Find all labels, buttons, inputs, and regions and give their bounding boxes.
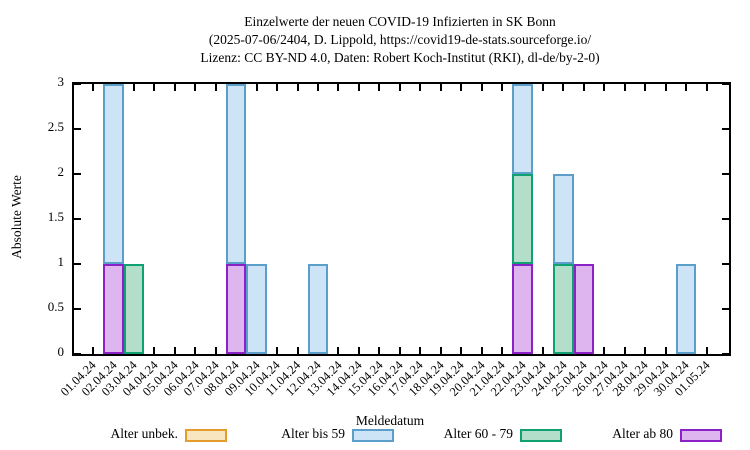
x-tick-mark-top xyxy=(623,84,626,91)
y-tick-mark xyxy=(74,128,81,130)
x-tick-mark-top xyxy=(480,84,483,91)
x-tick-mark-top xyxy=(398,84,401,91)
bar-segment xyxy=(553,174,574,264)
x-tick-mark-top xyxy=(562,84,565,91)
x-tick-mark-top xyxy=(705,84,708,91)
x-tick-mark-top xyxy=(132,84,135,91)
y-tick-label: 0.5 xyxy=(47,299,64,314)
x-tick-mark xyxy=(173,347,176,354)
legend-swatch xyxy=(352,429,394,442)
y-tick-mark-right xyxy=(722,128,729,130)
x-tick-mark xyxy=(378,347,381,354)
y-tick-mark xyxy=(74,218,81,220)
x-tick-mark-top xyxy=(603,84,606,91)
y-tick-mark xyxy=(74,308,81,310)
legend-label: Alter 60 - 79 xyxy=(443,426,513,441)
plot-area xyxy=(72,82,731,356)
bar-segment xyxy=(225,84,247,264)
y-tick-label: 1 xyxy=(57,254,65,269)
chart-title-line-1: Einzelwerte der neuen COVID-19 Infiziert… xyxy=(244,14,556,29)
x-tick-mark xyxy=(644,347,647,354)
x-tick-mark-top xyxy=(173,84,176,91)
y-tick-mark xyxy=(74,353,81,355)
x-tick-mark xyxy=(337,347,340,354)
y-tick-mark-right xyxy=(722,308,729,310)
y-tick-mark-right xyxy=(722,353,729,355)
y-tick-label: 0 xyxy=(57,344,65,359)
x-tick-mark-top xyxy=(296,84,299,91)
x-tick-mark-top xyxy=(92,84,94,91)
chart-title-line-3: Lizenz: CC BY-ND 4.0, Daten: Robert Koch… xyxy=(200,50,600,65)
bar-segment xyxy=(573,264,594,354)
x-tick-mark-top xyxy=(582,84,585,91)
bar-segment xyxy=(553,264,574,354)
x-tick-mark xyxy=(419,347,422,354)
x-tick-mark xyxy=(460,347,463,354)
legend-label: Alter unbek. xyxy=(110,426,178,441)
x-tick-mark xyxy=(439,347,442,354)
x-tick-mark-top xyxy=(378,84,381,91)
bar-segment xyxy=(103,84,124,264)
y-tick-mark-right xyxy=(722,263,729,265)
x-tick-mark-top xyxy=(153,84,156,91)
x-tick-mark xyxy=(480,347,483,354)
y-tick-label: 3 xyxy=(57,74,65,89)
y-tick-label: 1.5 xyxy=(47,209,64,224)
x-tick-mark xyxy=(194,347,197,354)
x-tick-mark-top xyxy=(439,84,442,91)
x-tick-mark-top xyxy=(316,84,319,91)
x-tick-mark-top xyxy=(255,84,258,91)
x-tick-mark-top xyxy=(194,84,197,91)
y-tick-label: 2 xyxy=(57,164,65,179)
x-tick-mark xyxy=(705,347,708,354)
x-tick-mark xyxy=(153,347,156,354)
y-tick-mark xyxy=(74,173,81,175)
x-tick-mark xyxy=(501,347,503,354)
bar-segment xyxy=(512,264,533,354)
x-tick-mark-top xyxy=(337,84,340,91)
x-tick-mark xyxy=(296,347,299,354)
y-tick-mark-right xyxy=(722,173,729,175)
legend-label: Alter ab 80 xyxy=(612,426,673,441)
bar-segment xyxy=(103,264,124,354)
x-tick-mark-top xyxy=(214,84,217,91)
x-tick-mark-top xyxy=(501,84,503,91)
y-tick-mark-right xyxy=(722,83,729,85)
legend-label: Alter bis 59 xyxy=(281,426,345,441)
bar-segment xyxy=(123,264,145,354)
x-tick-mark-top xyxy=(541,84,544,91)
legend-swatch xyxy=(185,429,227,442)
bar-segment xyxy=(307,264,329,354)
x-tick-mark-top xyxy=(419,84,422,91)
x-tick-mark xyxy=(603,347,606,354)
x-tick-mark xyxy=(623,347,626,354)
x-tick-mark xyxy=(214,347,217,354)
x-tick-mark xyxy=(276,347,279,354)
x-tick-mark-top xyxy=(357,84,360,91)
x-tick-mark xyxy=(357,347,360,354)
x-tick-mark-top xyxy=(276,84,279,91)
bar-segment xyxy=(512,174,533,264)
bar-segment xyxy=(675,264,697,354)
x-tick-mark-top xyxy=(644,84,647,91)
legend-swatch xyxy=(680,429,722,442)
legend-swatch xyxy=(520,429,562,442)
y-tick-mark xyxy=(74,263,81,265)
y-tick-mark-right xyxy=(722,218,729,220)
x-tick-mark xyxy=(92,347,94,354)
y-tick-label: 2.5 xyxy=(47,119,64,134)
x-tick-mark-top xyxy=(460,84,463,91)
bar-segment xyxy=(512,84,533,174)
x-tick-mark-top xyxy=(685,84,688,91)
y-tick-mark xyxy=(74,83,81,85)
x-tick-mark xyxy=(541,347,544,354)
chart-title-line-2: (2025-07-06/2404, D. Lippold, https://co… xyxy=(208,32,592,47)
x-tick-mark-top xyxy=(664,84,667,91)
x-tick-mark xyxy=(398,347,401,354)
bar-segment xyxy=(246,264,267,354)
bar-segment xyxy=(225,264,247,354)
x-axis-title: Meldedatum xyxy=(355,413,425,428)
x-tick-mark xyxy=(664,347,667,354)
